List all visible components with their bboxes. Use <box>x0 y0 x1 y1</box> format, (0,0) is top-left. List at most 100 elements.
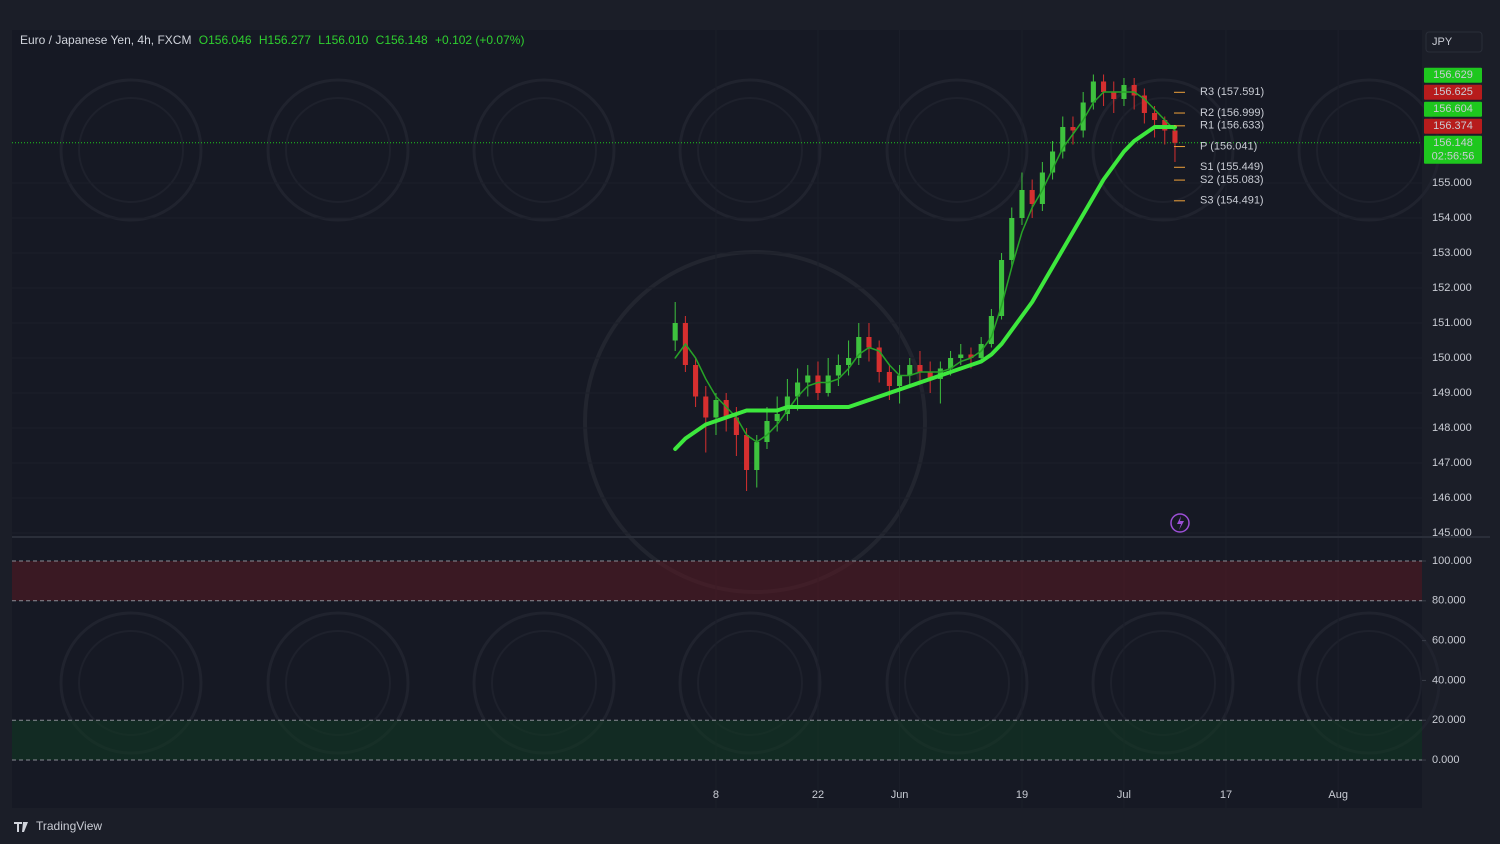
pivot-label: S3 (154.491) <box>1200 195 1264 207</box>
candle-body <box>1101 81 1107 92</box>
candle-body <box>815 375 821 394</box>
price-tag-label: 156.148 <box>1433 137 1473 149</box>
price-tag-label: 156.625 <box>1433 86 1473 98</box>
watermark-ring <box>885 78 1029 222</box>
watermark-ring <box>1316 97 1422 203</box>
y-tick-label: 146.000 <box>1432 492 1472 504</box>
candle-body <box>999 259 1005 316</box>
candle-body <box>723 400 729 418</box>
currency-button[interactable] <box>1425 31 1483 53</box>
candle-body <box>988 315 994 345</box>
candle-body <box>744 435 750 471</box>
countdown: 02:56:56 <box>1432 151 1475 163</box>
symbol: Euro / Japanese Yen, 4h, FXCM <box>20 33 191 47</box>
price-tag <box>1424 84 1482 100</box>
y-tick-label: 20.000 <box>1432 714 1466 726</box>
candle-body <box>958 354 964 359</box>
y-tick-label: 148.000 <box>1432 422 1472 434</box>
y-tick-label: 145.000 <box>1432 527 1472 539</box>
close-value: C156.148 <box>376 33 428 47</box>
legend-header: Euro / Japanese Yen, 4h, FXCM O156.046 H… <box>20 33 524 47</box>
pivot-label: R1 (156.633) <box>1200 120 1264 132</box>
candle-body <box>1070 126 1076 131</box>
candle-body <box>754 442 760 471</box>
candle-body <box>856 337 862 359</box>
candle-body <box>1172 130 1178 143</box>
candle-body <box>805 375 811 383</box>
candle-body <box>1039 172 1045 204</box>
alert-bolt <box>1177 516 1184 530</box>
watermark-ring <box>266 78 410 222</box>
candle-body <box>703 396 709 418</box>
watermark-ring <box>1091 78 1235 222</box>
chart-layer: 145.000 146.000 147.000 148.000 149.000 150.0… <box>12 30 1490 808</box>
candle-body <box>1141 95 1147 113</box>
candle-body <box>774 414 780 422</box>
candle-body <box>693 365 699 397</box>
candle-body <box>733 417 739 436</box>
pivot-label: P (156.041) <box>1200 140 1257 152</box>
candle-body <box>1009 217 1015 260</box>
x-tick-label: 19 <box>1016 789 1028 801</box>
watermark-ring <box>904 97 1010 203</box>
candle-body <box>1131 84 1137 96</box>
y-tick-label: 149.000 <box>1432 387 1472 399</box>
pivot-label: S1 (155.449) <box>1200 161 1264 173</box>
high-value: H156.277 <box>259 33 311 47</box>
y-tick-label: 0.000 <box>1432 754 1460 766</box>
y-tick-label: 150.000 <box>1432 352 1472 364</box>
watermark-ring <box>285 97 391 203</box>
candle-body <box>1050 151 1056 173</box>
price-tag-label: 156.374 <box>1433 120 1473 132</box>
candle-body <box>795 382 801 397</box>
open-value: O156.046 <box>199 33 252 47</box>
brand-logo <box>14 822 28 832</box>
brand-name: TradingView <box>36 819 102 833</box>
alert-icon[interactable] <box>1170 513 1190 533</box>
price-tag <box>1424 118 1482 134</box>
x-tick-label: Aug <box>1328 789 1348 801</box>
watermark-ring <box>59 78 203 222</box>
price-tag <box>1424 101 1482 117</box>
y-tick-label: 80.000 <box>1432 595 1466 607</box>
candle-body <box>1060 126 1066 152</box>
candle-body <box>1152 112 1158 120</box>
x-tick-label: 22 <box>812 789 824 801</box>
watermark-ring <box>678 78 822 222</box>
low-value: L156.010 <box>318 33 368 47</box>
watermark-ring <box>491 97 597 203</box>
price-tag-label: 156.629 <box>1433 69 1473 81</box>
candle-body <box>897 375 903 387</box>
x-tick-label: Jul <box>1117 789 1131 801</box>
watermark-ring <box>78 97 184 203</box>
pivot-label: R2 (156.999) <box>1200 107 1264 119</box>
candle-body <box>825 375 831 394</box>
watermark-ring <box>472 78 616 222</box>
candle-body <box>1029 189 1035 204</box>
x-tick-label: Jun <box>891 789 909 801</box>
y-tick-label: 60.000 <box>1432 635 1466 647</box>
y-tick-label: 153.000 <box>1432 247 1472 259</box>
candle-body <box>876 347 882 373</box>
y-tick-label: 154.000 <box>1432 212 1472 224</box>
currency-label[interactable]: JPY <box>1432 36 1453 48</box>
candle-body <box>907 365 913 376</box>
band <box>12 561 1422 601</box>
candle-body <box>713 400 719 418</box>
candle-body <box>846 358 852 366</box>
y-tick-label: 100.000 <box>1432 555 1472 567</box>
y-tick-label: 147.000 <box>1432 457 1472 469</box>
y-tick-label: 152.000 <box>1432 282 1472 294</box>
candle-body <box>927 372 933 380</box>
band <box>12 720 1422 761</box>
pivot-label: R3 (157.591) <box>1200 86 1264 98</box>
candle-body <box>672 322 678 341</box>
candle-body <box>1111 91 1117 99</box>
candle-body <box>1090 81 1096 103</box>
moving-average <box>674 91 1176 443</box>
candle-body <box>1019 189 1025 218</box>
candle-body <box>764 421 770 443</box>
price-tag <box>1424 135 1482 164</box>
candle-body <box>948 358 954 369</box>
